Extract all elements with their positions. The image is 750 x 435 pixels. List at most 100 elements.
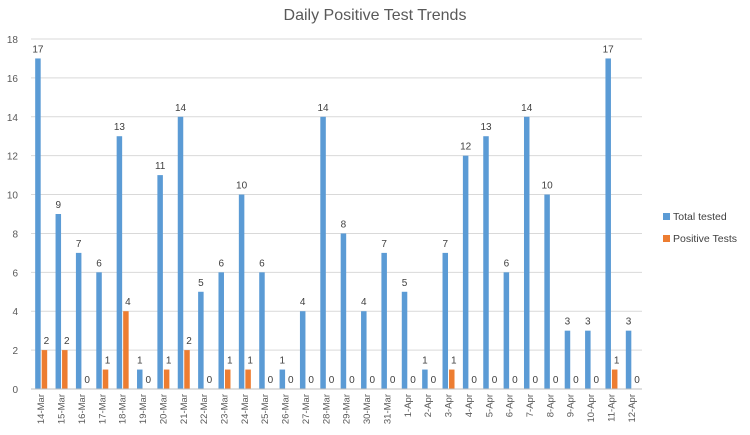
data-label-total-tested: 10 [236, 181, 248, 192]
y-tick-label: 10 [7, 191, 19, 202]
x-tick-label: 5-Apr [484, 394, 495, 417]
data-label-total-tested: 7 [381, 239, 387, 250]
x-tick-label: 2-Apr [423, 394, 434, 417]
bar-positive-tests [123, 311, 129, 389]
x-axis: 14-Mar 15-Mar 16-Mar 17-Mar 18-Mar 19-Mar 20-M… [31, 388, 642, 424]
data-label-positive-tests: 1 [247, 356, 253, 367]
data-label-total-tested: 1 [422, 356, 428, 367]
x-tick-label: 15-Mar [57, 394, 68, 424]
data-label-total-tested: 3 [585, 317, 591, 328]
x-tick-label: 18-Mar [118, 394, 129, 424]
bar-total-tested [96, 272, 102, 389]
bar-total-tested [299, 311, 306, 389]
data-labels: 1729270611341011114250611016010401408040… [32, 44, 640, 386]
data-label-positive-tests: 1 [105, 356, 111, 367]
bar-total-tested [340, 233, 347, 389]
data-label-positive-tests: 0 [573, 375, 579, 386]
y-tick-label: 2 [12, 346, 18, 357]
data-label-total-tested: 5 [402, 278, 408, 289]
bar-total-tested [462, 155, 469, 389]
bar-positive-tests [62, 350, 68, 389]
data-label-total-tested: 14 [521, 103, 533, 114]
data-label-positive-tests: 1 [227, 356, 233, 367]
data-label-positive-tests: 0 [268, 375, 274, 386]
data-label-total-tested: 12 [460, 142, 472, 153]
data-label-positive-tests: 2 [64, 336, 70, 347]
data-label-total-tested: 17 [32, 44, 44, 55]
data-label-total-tested: 1 [280, 356, 286, 367]
x-tick-label: 14-Mar [36, 394, 47, 424]
bar-positive-tests [224, 369, 231, 389]
y-tick-label: 4 [12, 307, 18, 318]
data-label-total-tested: 1 [137, 356, 143, 367]
bar-total-tested [422, 369, 428, 389]
x-tick-label: 3-Apr [444, 394, 455, 417]
bar-total-tested [625, 330, 632, 389]
data-label-total-tested: 4 [361, 297, 367, 308]
x-tick-label: 8-Apr [545, 394, 556, 417]
data-label-total-tested: 14 [175, 103, 187, 114]
data-label-positive-tests: 0 [512, 375, 518, 386]
data-label-total-tested: 11 [155, 161, 166, 172]
x-tick-label: 16-Mar [77, 394, 88, 424]
y-tick-label: 16 [7, 74, 19, 85]
data-label-positive-tests: 0 [594, 375, 600, 386]
data-label-positive-tests: 0 [471, 375, 477, 386]
data-label-total-tested: 7 [442, 239, 448, 250]
data-label-positive-tests: 2 [186, 336, 192, 347]
y-tick-label: 14 [7, 113, 19, 124]
x-tick-label: 25-Mar [260, 394, 271, 424]
bar-total-tested [483, 136, 489, 389]
bar-total-tested [585, 330, 591, 389]
legend-swatch [663, 235, 670, 242]
data-label-total-tested: 3 [626, 317, 632, 328]
bar-positive-tests [163, 369, 170, 389]
data-label-total-tested: 4 [300, 297, 306, 308]
x-tick-label: 20-Mar [158, 394, 169, 424]
bar-total-tested [523, 116, 530, 390]
bar-positive-tests [184, 350, 190, 389]
bar-total-tested [218, 272, 224, 389]
bar-total-tested [320, 116, 326, 390]
bar-total-tested [238, 194, 245, 389]
bar-total-tested [137, 369, 143, 389]
data-label-positive-tests: 0 [492, 375, 498, 386]
gridlines [31, 38, 642, 390]
data-label-positive-tests: 0 [145, 375, 151, 386]
bar-total-tested [279, 369, 286, 389]
data-label-positive-tests: 0 [634, 375, 640, 386]
data-label-total-tested: 10 [542, 181, 554, 192]
bar-total-tested [177, 116, 184, 390]
data-label-positive-tests: 0 [308, 375, 314, 386]
data-label-total-tested: 3 [565, 317, 571, 328]
data-label-total-tested: 13 [114, 122, 126, 133]
x-tick-label: 28-Mar [321, 394, 332, 424]
y-tick-label: 12 [7, 152, 19, 163]
data-label-positive-tests: 1 [451, 356, 457, 367]
data-label-positive-tests: 0 [410, 375, 416, 386]
x-tick-label: 1-Apr [403, 394, 414, 417]
x-tick-label: 31-Mar [382, 394, 393, 424]
bar-total-tested [35, 58, 41, 389]
x-tick-label: 7-Apr [525, 394, 536, 417]
x-tick-label: 26-Mar [281, 394, 292, 424]
bars [35, 58, 632, 390]
legend-swatch [663, 213, 670, 220]
bar-total-tested [198, 291, 204, 389]
bar-total-tested [259, 272, 265, 389]
y-tick-label: 18 [7, 35, 19, 46]
x-tick-label: 6-Apr [505, 394, 516, 417]
data-label-positive-tests: 0 [390, 375, 396, 386]
x-tick-label: 23-Mar [219, 394, 230, 424]
data-label-positive-tests: 0 [431, 375, 437, 386]
data-label-positive-tests: 0 [288, 375, 294, 386]
bar-positive-tests [41, 350, 48, 389]
data-label-positive-tests: 4 [125, 297, 131, 308]
x-tick-label: 21-Mar [179, 394, 190, 424]
data-label-positive-tests: 0 [329, 375, 335, 386]
data-label-positive-tests: 0 [349, 375, 355, 386]
bar-total-tested [75, 252, 82, 389]
x-tick-label: 12-Apr [627, 394, 638, 423]
bar-total-tested [401, 291, 408, 389]
